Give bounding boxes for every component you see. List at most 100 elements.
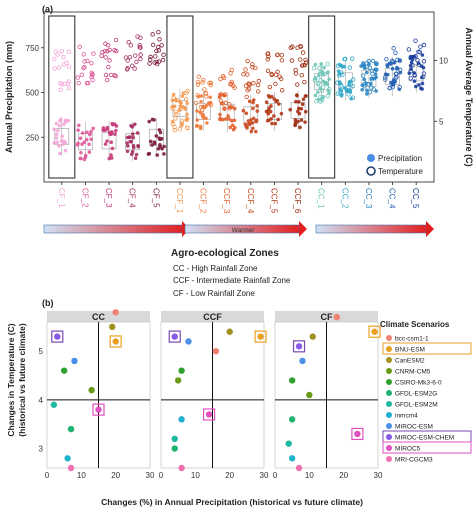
- temp-point: [172, 127, 177, 133]
- temp-point: [226, 102, 232, 107]
- precip-point: [148, 139, 153, 144]
- panel-b-y-label-text-1: Changes in Temperature (C): [6, 323, 16, 436]
- temp-point: [256, 89, 261, 94]
- precip-point: [84, 137, 89, 142]
- b-y-tick-label: 3: [39, 445, 44, 454]
- legend-label: GFDL-ESM2M: [395, 402, 438, 409]
- temp-point: [76, 80, 81, 86]
- b-y-tick-label: 4: [39, 396, 44, 405]
- facet-title: CF: [321, 312, 333, 322]
- precip-point: [198, 126, 203, 131]
- precip-point: [247, 99, 252, 104]
- precip-point: [296, 119, 300, 124]
- category-label: CC_1: [317, 188, 326, 209]
- precip-point: [52, 141, 56, 145]
- precip-point: [249, 129, 254, 134]
- highlight-square: [109, 335, 122, 348]
- legend-marker: [386, 445, 392, 451]
- temp-point: [103, 55, 108, 60]
- temp-point: [406, 47, 412, 52]
- temp-point: [175, 97, 180, 103]
- precip-point: [60, 134, 64, 138]
- precip-point: [66, 118, 71, 123]
- legend-marker: [386, 368, 392, 374]
- scenario-point: [295, 343, 303, 350]
- precip-point: [54, 136, 59, 140]
- precip-point: [78, 136, 83, 141]
- temp-point: [316, 80, 321, 86]
- precip-point: [91, 126, 95, 131]
- temp-point: [299, 72, 305, 78]
- precip-point: [101, 128, 105, 132]
- temp-point: [195, 93, 200, 98]
- precip-point: [105, 125, 110, 130]
- scenario-point: [285, 440, 292, 447]
- precip-point: [231, 127, 236, 132]
- legend-marker: [386, 423, 392, 429]
- precip-point: [254, 129, 258, 134]
- precip-point: [199, 99, 203, 104]
- temp-point: [56, 65, 62, 70]
- precip-point: [129, 124, 133, 128]
- precip-point: [134, 152, 139, 157]
- precip-point: [147, 119, 152, 124]
- category-label: CC_2: [340, 188, 349, 209]
- temp-point: [314, 99, 319, 104]
- temp-point: [280, 88, 285, 93]
- scenario-point: [309, 333, 316, 340]
- b-x-tick-label: 20: [339, 471, 348, 480]
- precip-point: [125, 149, 130, 154]
- precip-point: [322, 65, 326, 70]
- category-label: CF_5: [151, 188, 160, 208]
- scenario-point: [354, 430, 361, 438]
- precip-point: [78, 156, 83, 161]
- temp-point: [395, 57, 400, 63]
- temp-point: [374, 67, 379, 72]
- precip-point: [109, 140, 114, 145]
- precip-point: [232, 106, 237, 111]
- temp-point: [157, 37, 162, 42]
- category-label: CCF_4: [246, 188, 255, 214]
- precip-point: [227, 117, 231, 121]
- precip-point: [220, 117, 225, 122]
- temp-point: [75, 75, 81, 80]
- temp-point: [172, 124, 177, 130]
- temp-point: [103, 41, 108, 46]
- temp-point: [416, 62, 422, 68]
- temp-point: [250, 64, 255, 70]
- precip-point: [313, 93, 318, 98]
- precip-point: [277, 102, 281, 106]
- precip-point: [293, 118, 298, 122]
- precip-point: [156, 146, 161, 151]
- scenario-point: [64, 455, 71, 462]
- temp-point: [173, 116, 178, 121]
- b-x-tick-label: 30: [374, 471, 383, 480]
- temp-point: [207, 101, 212, 106]
- warmer-arrow-head: [426, 221, 434, 237]
- zone-ccf: CCF - Intermediate Rainfall Zone: [173, 276, 291, 285]
- legend-label: CNRM-CM5: [395, 369, 431, 376]
- warmer-arrow-body: [315, 224, 427, 234]
- temp-point: [327, 86, 332, 92]
- temp-point: [275, 52, 280, 58]
- temp-point: [229, 67, 234, 73]
- precip-point: [160, 136, 164, 141]
- temp-point: [148, 57, 153, 62]
- temp-point: [369, 76, 374, 82]
- precip-point: [201, 115, 206, 120]
- temp-point: [362, 84, 367, 89]
- temp-point: [82, 64, 87, 70]
- precip-point: [114, 124, 119, 128]
- temp-point: [370, 58, 376, 64]
- temp-point: [177, 126, 182, 132]
- temp-point: [347, 65, 353, 70]
- panel-a-plot: 250 500 750 5 10: [26, 15, 448, 179]
- temp-point: [346, 84, 351, 90]
- temp-point: [348, 81, 353, 86]
- scenario-point: [185, 338, 192, 345]
- legend-marker: [386, 390, 392, 396]
- scenario-point: [60, 367, 68, 374]
- temp-point: [137, 45, 143, 50]
- temp-point: [412, 73, 417, 78]
- temp-point: [335, 80, 340, 85]
